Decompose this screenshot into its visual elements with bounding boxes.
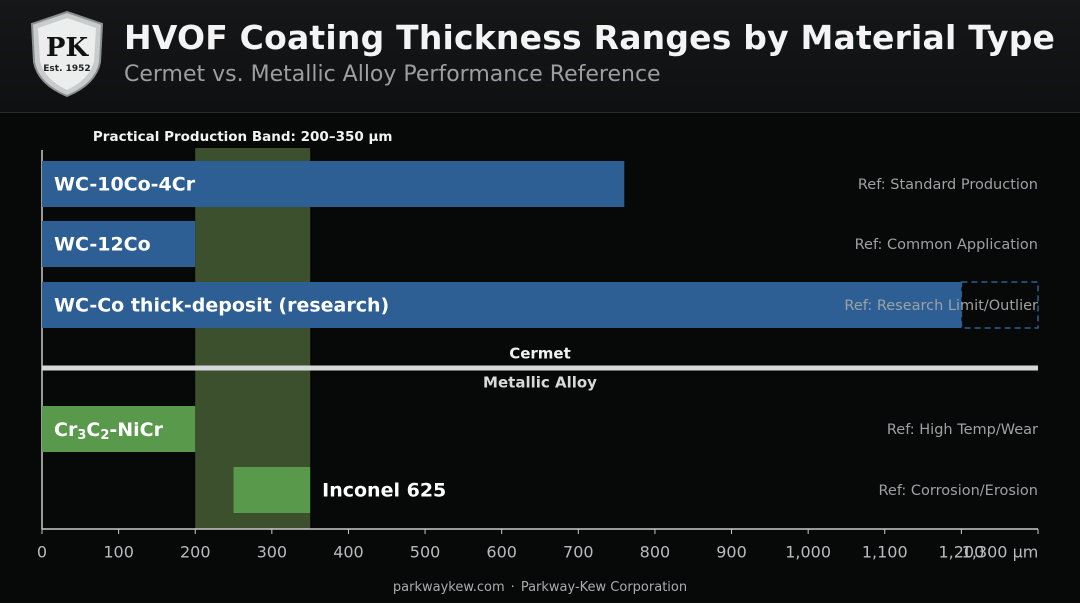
bar-label: WC-Co thick-deposit (research) xyxy=(54,295,389,317)
thickness-range-chart: Practical Production Band: 200–350 µm 0 10… xyxy=(37,129,1039,562)
production-band-label: Practical Production Band: 200–350 µm xyxy=(93,129,393,145)
bar-label: Inconel 625 xyxy=(322,480,446,502)
x-tick-label: 1,100 xyxy=(862,543,908,562)
bar-reference: Ref: Common Application xyxy=(855,237,1038,253)
x-tick-label: 800 xyxy=(640,543,671,562)
bar-reference: Ref: Corrosion/Erosion xyxy=(879,483,1039,499)
bar-1-1 xyxy=(233,467,311,513)
bar-label-part: C xyxy=(86,419,100,441)
bar-0-2 xyxy=(42,282,962,328)
bar-label-part: 2 xyxy=(100,428,109,443)
bar-label: WC-10Co-4Cr xyxy=(54,174,196,196)
divider-label-cermet: Cermet xyxy=(509,345,571,363)
x-tick-label: 1,200 xyxy=(938,543,984,562)
footer-separator: · xyxy=(510,580,515,595)
page-title: HVOF Coating Thickness Ranges by Materia… xyxy=(124,18,1056,57)
bar-label-part: 3 xyxy=(77,428,86,443)
bar-reference: Ref: Standard Production xyxy=(858,177,1038,193)
bar-0-0 xyxy=(42,161,625,207)
x-tick-label: 1,000 xyxy=(785,543,831,562)
x-tick-label: 1,300 µm xyxy=(962,543,1039,562)
x-tick-label: 500 xyxy=(410,543,441,562)
x-tick-label: 700 xyxy=(563,543,594,562)
bar-1-0 xyxy=(42,406,196,452)
bar-label-part: Cr xyxy=(54,419,78,441)
bar-label-part: -NiCr xyxy=(109,419,163,441)
footer-site[interactable]: parkwaykew.com xyxy=(392,580,505,595)
x-tick-label: 900 xyxy=(716,543,747,562)
logo-text: PK xyxy=(46,33,90,63)
x-tick-label: 100 xyxy=(103,543,134,562)
x-tick-label: 600 xyxy=(486,543,517,562)
bar-reference: Ref: Research Limit/Outlier xyxy=(844,298,1038,314)
logo-subtext: Est. 1952 xyxy=(43,64,90,74)
bar-label: Cr3C2-NiCr xyxy=(54,419,164,443)
x-tick-label: 0 xyxy=(37,543,47,562)
x-tick-label: 200 xyxy=(180,543,211,562)
bar-label: WC-12Co xyxy=(54,234,151,256)
bar-0-1 xyxy=(42,221,196,267)
x-tick-label: 300 xyxy=(257,543,288,562)
shield-logo-icon: PK Est. 1952 xyxy=(30,10,104,98)
x-tick-label: 400 xyxy=(333,543,364,562)
divider-label-metallic: Metallic Alloy xyxy=(483,374,597,392)
bar-outlier-extension xyxy=(960,281,1039,329)
footer-company: Parkway-Kew Corporation xyxy=(520,580,688,595)
bar-reference: Ref: High Temp/Wear xyxy=(887,422,1038,438)
page-subtitle: Cermet vs. Metallic Alloy Performance Re… xyxy=(124,62,661,87)
footer: parkwaykew.com · Parkway-Kew Corporation xyxy=(0,580,1080,595)
production-band xyxy=(195,148,311,529)
header: PK Est. 1952 HVOF Coating Thickness Rang… xyxy=(0,0,1080,113)
